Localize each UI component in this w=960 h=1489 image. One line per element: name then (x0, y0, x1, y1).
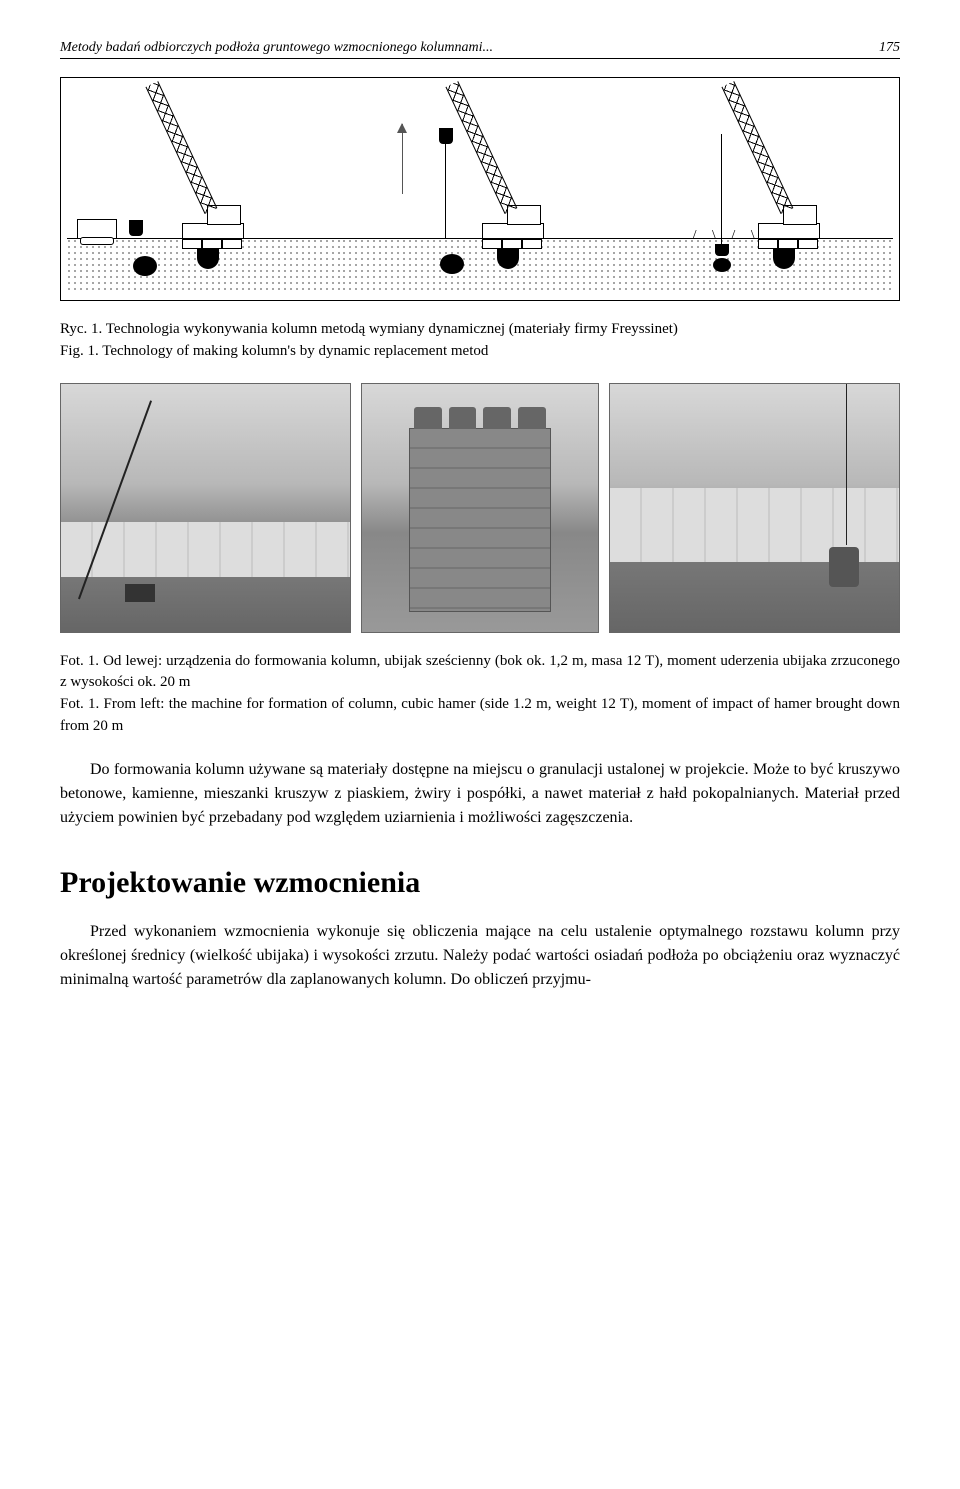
figure1-caption-pl: Ryc. 1. Technologia wykonywania kolumn m… (60, 321, 678, 337)
photo1-caption-en: Fot. 1. From left: the machine for forma… (60, 696, 900, 734)
header-title: Metody badań odbiorczych podłoża gruntow… (60, 40, 493, 56)
photo-1-crane (60, 383, 351, 633)
photo-row (60, 383, 900, 633)
figure-1-caption: Ryc. 1. Technologia wykonywania kolumn m… (60, 319, 900, 363)
figure1-panel-3: / \ / \ (618, 84, 893, 294)
body-paragraph-2: Przed wykonaniem wzmocnienia wykonuje si… (60, 920, 900, 992)
body2-p1: Przed wykonaniem wzmocnienia wykonuje si… (60, 920, 900, 992)
figure1-panel-2 (342, 84, 617, 294)
body-paragraph-1: Do formowania kolumn używane są materiał… (60, 758, 900, 830)
figure1-panel-1 (67, 84, 342, 294)
impact-cracks-icon: / \ / \ (693, 228, 761, 244)
figure1-caption-en: Fig. 1. Technology of making kolumn's by… (60, 343, 488, 359)
bulldozer-icon (77, 219, 117, 239)
photo-1-caption: Fot. 1. Od lewej: urządzenia do formowan… (60, 651, 900, 738)
arrow-up-icon (402, 124, 403, 194)
running-header: Metody badań odbiorczych podłoża gruntow… (60, 40, 900, 59)
photo-2-hammer (361, 383, 599, 633)
photo-3-impact (609, 383, 900, 633)
photo1-caption-pl: Fot. 1. Od lewej: urządzenia do formowan… (60, 653, 900, 691)
body1-p1: Do formowania kolumn używane są materiał… (60, 758, 900, 830)
figure-1-diagram: / \ / \ (60, 77, 900, 301)
section-heading-projektowanie: Projektowanie wzmocnienia (60, 866, 900, 900)
header-page-number: 175 (879, 40, 900, 56)
